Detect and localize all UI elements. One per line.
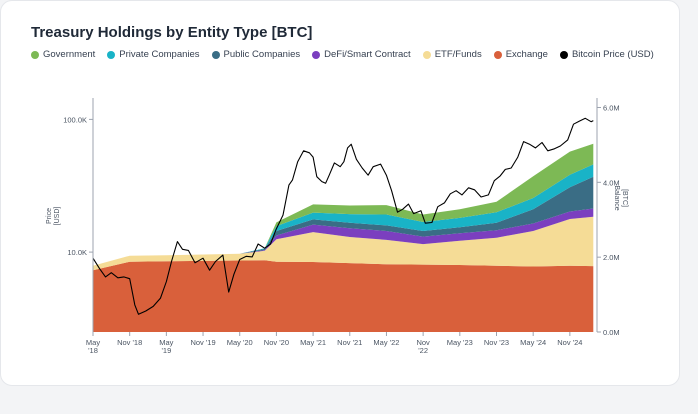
- legend-swatch: [559, 50, 568, 59]
- legend-item[interactable]: ETF/Funds: [422, 49, 482, 60]
- x-tick-label: May: [159, 338, 173, 347]
- area-etf-funds: [93, 216, 594, 271]
- x-tick-label: May '21: [300, 338, 326, 347]
- x-tick-label: May '23: [447, 338, 473, 347]
- legend-item[interactable]: Bitcoin Price (USD): [559, 49, 654, 60]
- legend-label: Government: [43, 49, 96, 60]
- y-right-tick-label: 6.0M: [603, 103, 620, 112]
- area-private-companies: [93, 164, 594, 266]
- legend-swatch: [31, 50, 39, 59]
- y-left-axis-label: Price: [46, 208, 53, 224]
- legend-item[interactable]: Public Companies: [211, 49, 301, 60]
- legend-label: ETF/Funds: [434, 49, 482, 60]
- legend-label: Exchange: [505, 49, 548, 60]
- area-defi-smart-contract: [93, 208, 594, 266]
- chart-legend: Government Private Companies Public Compan…: [31, 49, 666, 60]
- chart-title: Treasury Holdings by Entity Type [BTC]: [31, 24, 313, 41]
- x-tick-label: Nov '24: [557, 338, 582, 347]
- y-right-tick-label: 0.0M: [603, 328, 620, 337]
- x-tick-label: '18: [88, 346, 98, 355]
- bitcoin-price-line: [92, 117, 594, 315]
- legend-swatch: [422, 50, 431, 59]
- x-tick-label: '19: [161, 346, 171, 355]
- y-right-tick-label: 4.0M: [603, 178, 620, 187]
- y-left-tick-label: 100.0K: [63, 115, 87, 124]
- x-tick-label: Nov '23: [484, 338, 509, 347]
- legend-item[interactable]: Exchange: [493, 49, 548, 60]
- legend-item[interactable]: DeFi/Smart Contract: [312, 49, 411, 60]
- legend-label: Private Companies: [119, 49, 200, 60]
- legend-swatch: [493, 50, 502, 59]
- legend-label: DeFi/Smart Contract: [324, 49, 411, 60]
- x-tick-label: May '24: [520, 338, 546, 347]
- y-right-axis-label: [BTC]: [621, 189, 628, 207]
- x-tick-label: Nov '20: [264, 338, 289, 347]
- x-tick-label: May '20: [227, 338, 253, 347]
- legend-item[interactable]: Government: [31, 49, 95, 60]
- y-left-axis-label: [USD]: [54, 207, 61, 226]
- legend-label: Public Companies: [223, 49, 301, 60]
- y-right-tick-label: 2.0M: [603, 253, 620, 262]
- x-tick-label: May '22: [373, 338, 399, 347]
- area-exchange: [93, 260, 594, 332]
- x-tick-label: Nov '18: [117, 338, 142, 347]
- x-tick-label: Nov: [416, 338, 430, 347]
- x-tick-label: '22: [418, 346, 428, 355]
- legend-label: Bitcoin Price (USD): [571, 49, 654, 60]
- area-government: [93, 143, 594, 266]
- x-tick-label: Nov '21: [337, 338, 362, 347]
- x-tick-label: May: [86, 338, 100, 347]
- y-left-tick-label: 10.0K: [67, 248, 87, 257]
- x-tick-label: Nov '19: [190, 338, 215, 347]
- legend-swatch: [107, 50, 116, 59]
- legend-swatch: [312, 50, 321, 59]
- legend-swatch: [211, 50, 220, 59]
- legend-item[interactable]: Private Companies: [107, 49, 200, 60]
- y-right-axis-label: Balance: [613, 185, 620, 210]
